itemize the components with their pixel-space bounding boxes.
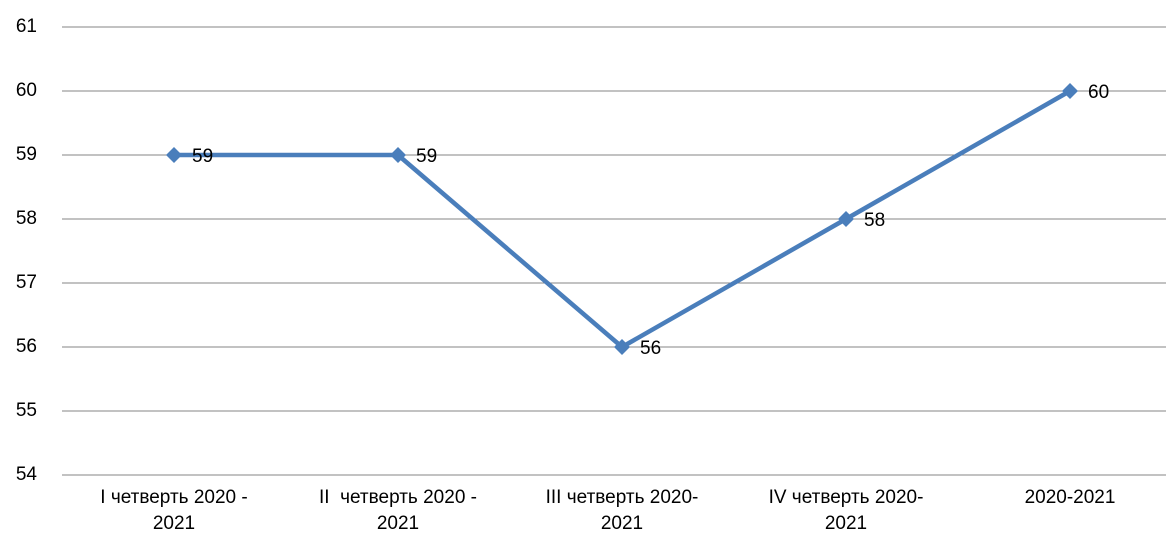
y-tick-label: 61	[16, 16, 37, 37]
y-tick-label: 60	[16, 80, 37, 101]
data-label: 58	[864, 210, 885, 231]
point-marker	[166, 147, 182, 163]
x-tick-label: I четверть 2020 - 2021	[100, 487, 253, 534]
x-tick-label: 2020-2021	[1024, 487, 1116, 508]
y-tick-label: 57	[16, 272, 37, 293]
y-tick-label: 55	[16, 400, 37, 421]
data-label: 59	[416, 146, 437, 167]
y-tick-label: 58	[16, 208, 37, 229]
x-tick-label: IV четверть 2020-2021	[768, 487, 924, 534]
x-tick-label: II четверть 2020 - 2021	[318, 487, 483, 534]
y-tick-label: 59	[16, 144, 37, 165]
point-marker	[838, 211, 854, 227]
data-label: 59	[192, 146, 213, 167]
data-label: 60	[1088, 82, 1109, 103]
data-label: 56	[640, 338, 661, 359]
x-tick-label: III четверть 2020-2021	[545, 487, 699, 534]
y-tick-label: 54	[16, 464, 38, 485]
y-tick-label: 56	[16, 336, 37, 357]
point-marker	[1062, 83, 1078, 99]
point-marker	[614, 339, 630, 355]
point-marker	[390, 147, 406, 163]
